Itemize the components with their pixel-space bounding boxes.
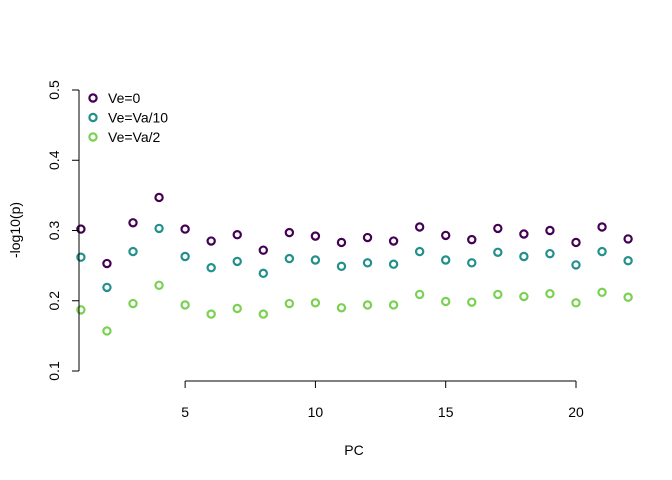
point-series-0-21 (623, 234, 633, 244)
point-series-0-11 (362, 232, 373, 243)
point-series-1-9 (310, 255, 321, 265)
point-series-1-15 (467, 258, 477, 268)
point-series-1-0 (76, 252, 86, 262)
point-series-1-16 (493, 247, 503, 257)
point-series-0-6 (232, 230, 242, 240)
y-axis: 0.1 0.2 0.3 0.4 0.5 (46, 80, 80, 381)
x-tick-label-2: 15 (438, 404, 454, 420)
legend-label-0: Ve=0 (108, 90, 141, 106)
x-axis: 5 10 15 20 (181, 380, 584, 420)
legend-label-1: Ve=Va/10 (108, 110, 168, 126)
point-series-2-5 (206, 309, 216, 319)
point-series-2-20 (597, 287, 607, 298)
point-series-2-14 (441, 296, 451, 307)
point-series-2-9 (310, 298, 321, 308)
point-series-0-19 (571, 237, 581, 248)
point-series-1-8 (284, 253, 295, 264)
point-series-2-6 (232, 303, 242, 314)
point-series-1-2 (128, 246, 138, 257)
point-series-2-16 (493, 289, 503, 300)
point-series-2-8 (284, 298, 295, 309)
point-series-1-13 (414, 246, 425, 257)
point-series-2-21 (623, 292, 633, 302)
point-series-2-18 (545, 289, 555, 299)
point-series-1-18 (545, 248, 555, 259)
y-tick-label-0: 0.1 (46, 361, 62, 381)
point-series-1-5 (206, 263, 216, 273)
point-series-0-1 (102, 258, 112, 269)
point-series-0-7 (258, 245, 268, 255)
point-series-2-2 (128, 298, 138, 309)
point-series-2-3 (154, 280, 164, 290)
legend-label-2: Ve=Va/2 (108, 129, 161, 145)
point-series-0-9 (310, 231, 321, 241)
legend-marker-1 (88, 112, 98, 123)
point-series-0-15 (467, 234, 477, 245)
x-tick-label-0: 5 (181, 404, 189, 420)
point-series-0-2 (128, 218, 138, 228)
point-series-1-11 (362, 258, 373, 268)
data-points (76, 192, 633, 336)
point-series-2-12 (388, 300, 399, 310)
legend: Ve=0 Ve=Va/10 Ve=Va/2 (88, 90, 168, 145)
point-series-2-1 (102, 326, 112, 336)
legend-marker-0 (88, 93, 98, 103)
point-series-0-4 (180, 224, 190, 234)
point-series-2-17 (519, 291, 529, 302)
point-series-0-12 (388, 236, 399, 246)
point-series-1-7 (258, 268, 268, 279)
point-series-2-0 (76, 305, 86, 315)
point-series-2-7 (258, 309, 268, 319)
point-series-1-19 (571, 260, 581, 270)
point-series-1-4 (180, 251, 190, 262)
point-series-0-0 (76, 224, 86, 234)
point-series-0-20 (597, 222, 607, 232)
point-series-0-3 (154, 192, 164, 203)
point-series-0-13 (414, 222, 425, 232)
point-series-2-11 (362, 300, 373, 310)
y-tick-label-3: 0.4 (46, 150, 62, 170)
y-tick-label-1: 0.2 (46, 291, 62, 311)
point-series-1-21 (623, 256, 633, 266)
point-series-0-18 (545, 225, 555, 236)
point-series-1-12 (388, 259, 399, 269)
point-series-2-10 (336, 303, 347, 313)
point-series-2-4 (180, 300, 190, 310)
y-tick-label-4: 0.5 (46, 80, 62, 100)
y-tick-label-2: 0.3 (46, 221, 62, 241)
point-series-1-3 (154, 223, 164, 234)
y-axis-title: -log10(p) (7, 202, 23, 258)
point-series-0-14 (441, 230, 451, 241)
point-series-1-6 (232, 256, 242, 267)
point-series-1-1 (102, 282, 112, 293)
point-series-2-19 (571, 298, 581, 308)
point-series-0-5 (206, 236, 216, 246)
point-series-2-13 (414, 289, 425, 300)
point-series-0-8 (284, 227, 295, 238)
point-series-1-14 (441, 255, 451, 265)
point-series-1-20 (597, 246, 607, 257)
legend-marker-2 (88, 132, 98, 142)
x-tick-label-3: 20 (568, 404, 584, 420)
x-axis-title: PC (344, 442, 363, 458)
point-series-0-10 (336, 237, 347, 248)
point-series-2-15 (467, 297, 477, 307)
point-series-0-17 (519, 229, 529, 239)
x-tick-label-1: 10 (308, 404, 324, 420)
point-series-1-17 (519, 251, 529, 262)
point-series-1-10 (336, 261, 347, 272)
point-series-0-16 (493, 223, 503, 234)
